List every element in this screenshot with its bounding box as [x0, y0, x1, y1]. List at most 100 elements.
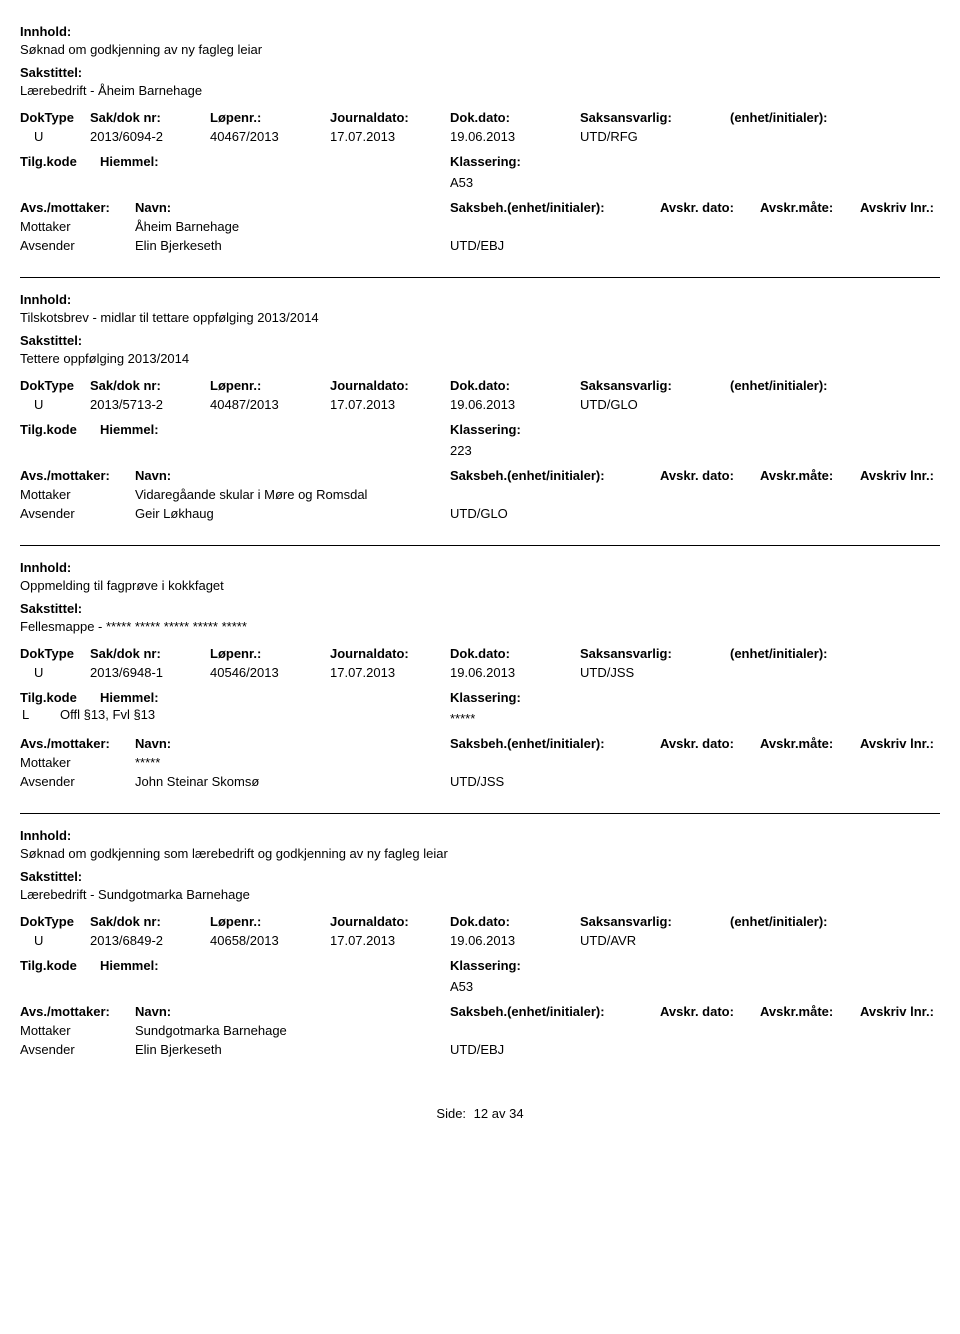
- sakstittel-text: Lærebedrift - Åheim Barnehage: [20, 83, 940, 98]
- hdr-navn: Navn:: [135, 1004, 450, 1019]
- val-ddato: 19.06.2013: [450, 665, 580, 680]
- mottaker-name: Vidaregåande skular i Møre og Romsdal: [135, 487, 450, 502]
- avsender-role: Avsender: [20, 506, 135, 521]
- avsender-unit: UTD/EBJ: [450, 238, 660, 253]
- meta-header-row: DokType Sak/dok nr: Løpenr.: Journaldato…: [20, 110, 940, 125]
- hdr-saksbeh: Saksbeh.(enhet/initialer):: [450, 468, 660, 483]
- tilg-row: Tilg.kode Hiemmel: Klassering:: [20, 690, 940, 705]
- val-saksansvarlig: UTD/JSS: [580, 665, 730, 680]
- hdr-doktype: DokType: [20, 646, 90, 661]
- tilgkode-label: Tilg.kode: [20, 690, 100, 705]
- innhold-label: Innhold:: [20, 292, 940, 307]
- mottaker-row: Mottaker *****: [20, 755, 940, 770]
- val-ddato: 19.06.2013: [450, 933, 580, 948]
- hdr-avskriv-lnr: Avskriv lnr.:: [860, 1004, 940, 1019]
- hdr-saksansvarlig: Saksansvarlig:: [580, 646, 730, 661]
- tilgkode-label: Tilg.kode: [20, 154, 100, 169]
- hdr-saksansvarlig: Saksansvarlig:: [580, 110, 730, 125]
- hdr-ddato: Dok.dato:: [450, 646, 580, 661]
- meta-header-row: DokType Sak/dok nr: Løpenr.: Journaldato…: [20, 646, 940, 661]
- hdr-lopenr: Løpenr.:: [210, 646, 330, 661]
- hdr-saksbeh: Saksbeh.(enhet/initialer):: [450, 200, 660, 215]
- tilgkode-label: Tilg.kode: [20, 958, 100, 973]
- journal-record: Innhold: Tilskotsbrev - midlar til tetta…: [20, 278, 940, 546]
- hdr-avs-mottaker: Avs./mottaker:: [20, 736, 135, 751]
- avs-header-row: Avs./mottaker: Navn: Saksbeh.(enhet/init…: [20, 1004, 940, 1019]
- val-ddato: 19.06.2013: [450, 129, 580, 144]
- hdr-avskr-mate: Avskr.måte:: [760, 200, 860, 215]
- hdr-saksansvarlig: Saksansvarlig:: [580, 914, 730, 929]
- hdr-avskriv-lnr: Avskriv lnr.:: [860, 468, 940, 483]
- journal-record: Innhold: Søknad om godkjenning som læreb…: [20, 814, 940, 1081]
- page-footer: Side: 12 av 34: [20, 1106, 940, 1121]
- tilg-row: Tilg.kode Hiemmel: Klassering:: [20, 154, 940, 169]
- avsender-row: Avsender Elin Bjerkeseth UTD/EBJ: [20, 1042, 940, 1057]
- innhold-text: Oppmelding til fagprøve i kokkfaget: [20, 578, 940, 593]
- hdr-enhet: (enhet/initialer):: [730, 378, 940, 393]
- avsender-row: Avsender John Steinar Skomsø UTD/JSS: [20, 774, 940, 789]
- val-saksansvarlig: UTD/RFG: [580, 129, 730, 144]
- hdr-navn: Navn:: [135, 468, 450, 483]
- val-jdato: 17.07.2013: [330, 397, 450, 412]
- hdr-avskriv-lnr: Avskriv lnr.:: [860, 200, 940, 215]
- klassering-value: A53: [450, 979, 473, 994]
- tilg-row: Tilg.kode Hiemmel: Klassering:: [20, 958, 940, 973]
- hdr-ddato: Dok.dato:: [450, 914, 580, 929]
- hdr-ddato: Dok.dato:: [450, 378, 580, 393]
- innhold-text: Tilskotsbrev - midlar til tettare oppføl…: [20, 310, 940, 325]
- footer-page-total: 34: [509, 1106, 523, 1121]
- val-lopenr: 40487/2013: [210, 397, 330, 412]
- hdr-doktype: DokType: [20, 914, 90, 929]
- klassering-value: 223: [450, 443, 472, 458]
- hdr-avskr-dato: Avskr. dato:: [660, 736, 760, 751]
- sakstittel-label: Sakstittel:: [20, 65, 940, 80]
- avsender-name: Geir Løkhaug: [135, 506, 450, 521]
- val-saknr: 2013/6849-2: [90, 933, 210, 948]
- hdr-saknr: Sak/dok nr:: [90, 110, 210, 125]
- meta-header-row: DokType Sak/dok nr: Løpenr.: Journaldato…: [20, 378, 940, 393]
- footer-side-label: Side:: [436, 1106, 466, 1121]
- hdr-saksbeh: Saksbeh.(enhet/initialer):: [450, 736, 660, 751]
- hdr-navn: Navn:: [135, 200, 450, 215]
- avsender-name: John Steinar Skomsø: [135, 774, 450, 789]
- tilg-value-row: A53: [20, 975, 940, 994]
- innhold-label: Innhold:: [20, 24, 940, 39]
- mottaker-row: Mottaker Sundgotmarka Barnehage: [20, 1023, 940, 1038]
- records-container: Innhold: Søknad om godkjenning av ny fag…: [20, 10, 940, 1081]
- val-lopenr: 40546/2013: [210, 665, 330, 680]
- hdr-doktype: DokType: [20, 378, 90, 393]
- hjemmel-label: Hiemmel:: [100, 154, 159, 169]
- val-ddato: 19.06.2013: [450, 397, 580, 412]
- avs-header-row: Avs./mottaker: Navn: Saksbeh.(enhet/init…: [20, 736, 940, 751]
- avsender-unit: UTD/JSS: [450, 774, 660, 789]
- sakstittel-label: Sakstittel:: [20, 869, 940, 884]
- val-lopenr: 40658/2013: [210, 933, 330, 948]
- hjemmel-label: Hiemmel:: [100, 422, 159, 437]
- klassering-label: Klassering:: [450, 154, 521, 169]
- footer-av-label: av: [492, 1106, 506, 1121]
- val-jdato: 17.07.2013: [330, 933, 450, 948]
- innhold-text: Søknad om godkjenning som lærebedrift og…: [20, 846, 940, 861]
- hdr-avs-mottaker: Avs./mottaker:: [20, 200, 135, 215]
- val-saknr: 2013/5713-2: [90, 397, 210, 412]
- hdr-lopenr: Løpenr.:: [210, 378, 330, 393]
- avsender-role: Avsender: [20, 774, 135, 789]
- val-jdato: 17.07.2013: [330, 665, 450, 680]
- meta-value-row: U 2013/6094-2 40467/2013 17.07.2013 19.0…: [20, 129, 940, 144]
- hdr-avskr-dato: Avskr. dato:: [660, 200, 760, 215]
- footer-page-current: 12: [474, 1106, 488, 1121]
- hdr-jdato: Journaldato:: [330, 110, 450, 125]
- klassering-label: Klassering:: [450, 422, 521, 437]
- sakstittel-text: Lærebedrift - Sundgotmarka Barnehage: [20, 887, 940, 902]
- hdr-enhet: (enhet/initialer):: [730, 914, 940, 929]
- avsender-role: Avsender: [20, 1042, 135, 1057]
- val-doktype: U: [20, 933, 90, 948]
- hdr-avskriv-lnr: Avskriv lnr.:: [860, 736, 940, 751]
- sakstittel-text: Fellesmappe - ***** ***** ***** ***** **…: [20, 619, 940, 634]
- sakstittel-label: Sakstittel:: [20, 333, 940, 348]
- sakstittel-text: Tettere oppfølging 2013/2014: [20, 351, 940, 366]
- avs-header-row: Avs./mottaker: Navn: Saksbeh.(enhet/init…: [20, 468, 940, 483]
- hdr-avskr-mate: Avskr.måte:: [760, 736, 860, 751]
- meta-value-row: U 2013/6849-2 40658/2013 17.07.2013 19.0…: [20, 933, 940, 948]
- val-doktype: U: [20, 129, 90, 144]
